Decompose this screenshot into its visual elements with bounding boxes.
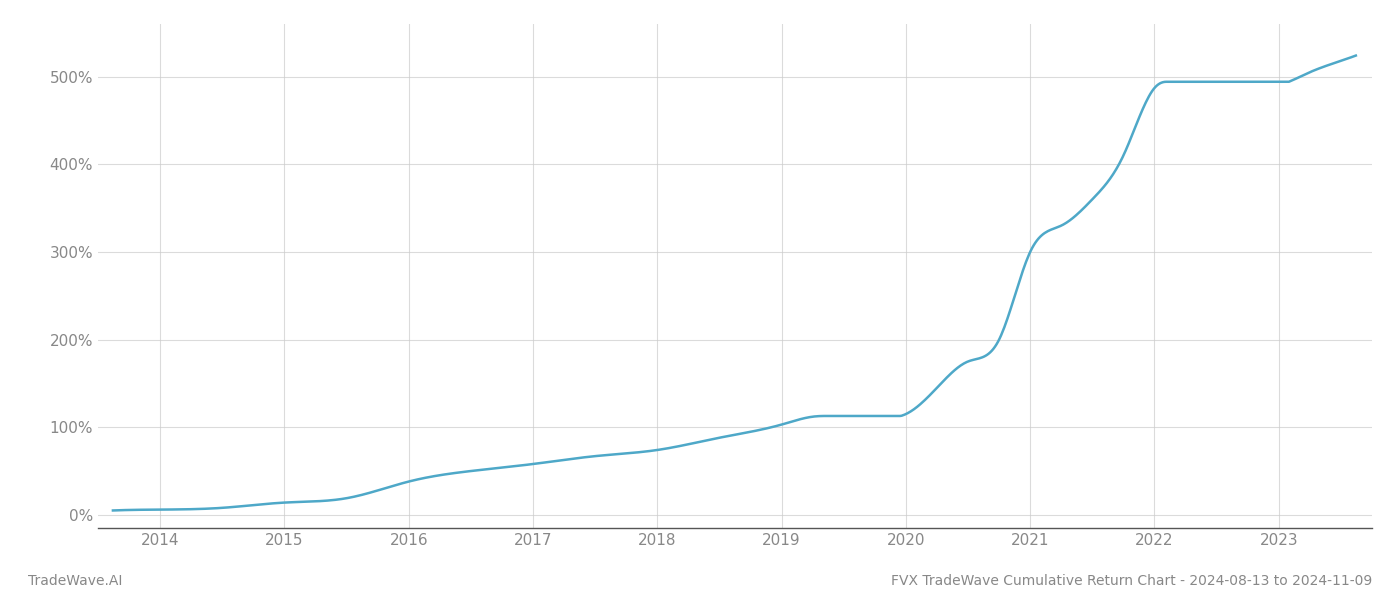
- Text: FVX TradeWave Cumulative Return Chart - 2024-08-13 to 2024-11-09: FVX TradeWave Cumulative Return Chart - …: [890, 574, 1372, 588]
- Text: TradeWave.AI: TradeWave.AI: [28, 574, 122, 588]
